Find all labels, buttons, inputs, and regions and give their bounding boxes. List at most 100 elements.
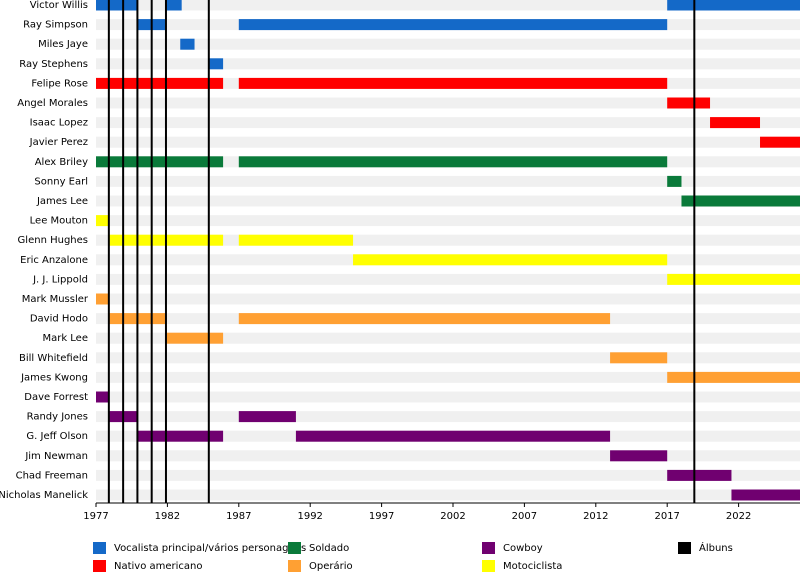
member-name: Ray Stephens	[19, 59, 88, 70]
row-band	[96, 352, 800, 364]
row-band	[96, 215, 800, 227]
member-name: Isaac Lopez	[30, 118, 88, 129]
row-band	[96, 391, 800, 403]
row-band	[96, 195, 800, 207]
tenure-bar	[137, 430, 224, 442]
legend-swatch	[93, 542, 106, 554]
member-name: Mark Lee	[42, 333, 88, 344]
member-name: Glenn Hughes	[18, 235, 88, 246]
row-band	[96, 234, 800, 246]
member-name: Bill Whitefield	[19, 353, 88, 364]
tenure-bar	[96, 391, 109, 403]
tenure-bar	[667, 469, 732, 481]
row-band	[96, 117, 800, 129]
x-tick-label: 1977	[83, 511, 108, 522]
row-band	[96, 332, 800, 344]
member-name: Dave Forrest	[24, 392, 88, 403]
x-tick-label: 2002	[440, 511, 465, 522]
tenure-bar	[353, 254, 668, 266]
legend-label: Nativo americano	[114, 561, 203, 572]
row-band	[96, 58, 800, 70]
tenure-bar	[238, 156, 668, 168]
member-name: J. J. Lippold	[32, 274, 88, 285]
legend-label: Operário	[309, 560, 353, 572]
tenure-bar	[667, 273, 800, 285]
row-band	[96, 175, 800, 187]
row-band	[96, 489, 800, 501]
x-tick-label: 2017	[654, 511, 679, 522]
tenure-bar	[710, 117, 761, 129]
member-name: Felipe Rose	[31, 78, 88, 89]
tenure-bar	[96, 293, 109, 305]
tenure-bar	[610, 352, 668, 364]
row-band	[96, 136, 800, 148]
legend-label: Soldado	[309, 543, 349, 554]
tenure-bar	[238, 411, 296, 423]
member-name: James Lee	[36, 196, 88, 207]
legend-label: Vocalista principal/vários personagens	[114, 542, 306, 554]
tenure-bar	[731, 489, 800, 501]
row-band	[96, 371, 800, 383]
tenure-bar	[238, 234, 354, 246]
tenure-bar	[295, 430, 611, 442]
legend-swatch	[288, 560, 301, 572]
legend-label: Motociclista	[503, 561, 562, 572]
tenure-bar	[681, 195, 800, 207]
row-band	[96, 411, 800, 423]
tenure-bar	[96, 215, 109, 227]
legend-swatch	[93, 560, 106, 572]
row-band	[96, 469, 800, 481]
row-band	[96, 293, 800, 305]
tenure-bar	[667, 371, 800, 383]
tenure-bar	[760, 136, 800, 148]
tenure-bar	[610, 450, 668, 462]
member-name: Alex Briley	[35, 157, 88, 168]
legend-swatch	[678, 542, 691, 554]
row-band	[96, 450, 800, 462]
member-name: Eric Anzalone	[20, 255, 88, 266]
x-tick-label: 1997	[369, 511, 394, 522]
member-name: Jim Newman	[24, 451, 88, 462]
member-name: James Kwong	[20, 372, 88, 383]
row-band	[96, 97, 800, 109]
legend-label: Álbuns	[699, 541, 733, 554]
x-tick-label: 2007	[512, 511, 537, 522]
member-name: Ray Simpson	[23, 20, 88, 31]
legend-swatch	[482, 560, 495, 572]
x-tick-label: 2012	[583, 511, 608, 522]
member-name: G. Jeff Olson	[26, 431, 88, 442]
tenure-bar	[165, 0, 182, 11]
tenure-bar	[165, 332, 224, 344]
legend-swatch	[482, 542, 495, 554]
tenure-bar	[667, 97, 711, 109]
row-band	[96, 38, 800, 50]
tenure-bar	[667, 175, 682, 187]
tenure-bar	[238, 77, 668, 89]
member-name: Sonny Earl	[34, 176, 88, 187]
member-name: Angel Morales	[17, 98, 88, 109]
member-name: Randy Jones	[27, 412, 88, 423]
tenure-bar	[208, 58, 224, 70]
member-name: Mark Mussler	[22, 294, 89, 305]
member-name: Victor Willis	[30, 0, 88, 11]
x-tick-label: 2022	[726, 511, 751, 522]
tenure-bar	[96, 156, 224, 168]
member-name: David Hodo	[30, 314, 88, 325]
x-tick-label: 1982	[155, 511, 180, 522]
member-name: Nicholas Manelick	[0, 490, 88, 501]
tenure-bar	[238, 313, 611, 325]
member-name: Miles Jaye	[38, 39, 88, 50]
member-name: Javier Perez	[29, 137, 88, 148]
tenure-bar	[96, 0, 138, 11]
x-tick-label: 1992	[297, 511, 322, 522]
member-name: Chad Freeman	[16, 470, 88, 481]
row-band	[96, 0, 800, 11]
row-band	[96, 273, 800, 285]
tenure-bar	[96, 77, 224, 89]
legend-label: Cowboy	[503, 543, 543, 554]
tenure-bar	[667, 0, 800, 11]
tenure-bar	[238, 19, 668, 31]
tenure-bar	[180, 38, 195, 50]
legend-swatch	[288, 542, 301, 554]
